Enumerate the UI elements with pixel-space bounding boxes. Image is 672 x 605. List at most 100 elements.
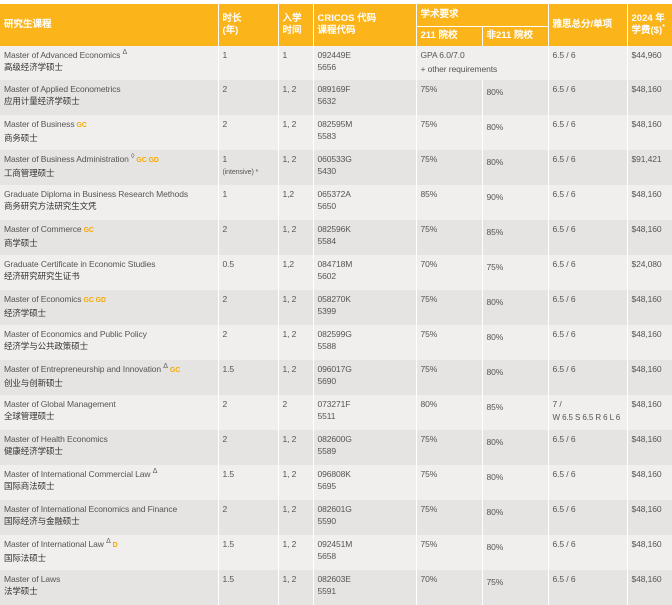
header-fee-note: * [662, 23, 665, 31]
req-211: 70% [416, 255, 483, 290]
ielts: 6.5 / 6 [552, 329, 576, 339]
program-name-cn: 商学硕士 [4, 238, 38, 248]
req-211: 75% [416, 500, 483, 535]
program-tags: GC [83, 227, 94, 234]
req-non211: 80% [482, 290, 549, 325]
req-non211: 80% [482, 115, 549, 150]
fee: $91,421 [627, 150, 672, 185]
fee: $48,160 [627, 220, 672, 255]
cricos-code: 065372A [317, 189, 351, 199]
ielts: 6.5 / 6 [552, 224, 576, 234]
req-non211-value: 80% [486, 472, 504, 482]
req-non211: 80% [482, 535, 549, 570]
duration-cell: 2 [218, 395, 279, 430]
duration: 1 [222, 189, 228, 199]
cricos-cell: 060533G 5430 [313, 150, 417, 185]
program-name-cn: 法学硕士 [4, 586, 38, 596]
req-non211: 80% [482, 500, 549, 535]
program-name-en: Master of International Economics and Fi… [4, 504, 178, 514]
table-row: Master of Business GC 商务硕士 2 1, 2 082595M 5… [0, 115, 672, 150]
intake: 1, 2 [278, 290, 314, 325]
cricos-code: 082600G [317, 434, 352, 444]
ielts-bands: W 6.5 S 6.5 R 6 L 6 [552, 413, 621, 422]
req-non211: 80% [482, 360, 549, 395]
fee: $48,160 [627, 535, 672, 570]
ielts-cell: 6.5 / 6 [548, 325, 628, 360]
cricos-cell: 082595M 5583 [313, 115, 417, 150]
cricos-cell: 096017G 5690 [313, 360, 417, 395]
duration: 1.5 [222, 574, 235, 584]
program-tags: GC [76, 122, 87, 129]
req-211: 70% [416, 570, 483, 605]
cricos-cell: 082601G 5590 [313, 500, 417, 535]
course-code: 5695 [317, 481, 337, 491]
req-non211-value: 80% [486, 157, 504, 167]
program-cell: Master of Entrepreneurship and Innovatio… [0, 360, 219, 395]
cricos-code: 092449E [317, 50, 351, 60]
table-row: Master of Laws 法学硕士 1.5 1, 2 082603E 5591 7… [0, 570, 672, 605]
program-name-cn: 国际法硕士 [4, 553, 47, 563]
cricos-code: 082596K [317, 224, 351, 234]
table-row: Graduate Certificate in Economic Studies… [0, 255, 672, 290]
course-code: 5590 [317, 516, 337, 526]
program-cell: Master of Health Economics 健康经济学硕士 [0, 430, 219, 465]
fee: $48,160 [627, 290, 672, 325]
req-non211: 90% [482, 185, 549, 220]
duration-cell: 2 [218, 325, 279, 360]
header-211: 211 院校 [416, 25, 483, 46]
ielts-cell: 6.5 / 6 [548, 220, 628, 255]
intake: 1, 2 [278, 220, 314, 255]
table-row: Master of International Law ΔD 国际法硕士 1.5 … [0, 535, 672, 570]
ielts-cell: 7 / W 6.5 S 6.5 R 6 L 6 [548, 395, 628, 430]
program-tags: GC GD [83, 297, 106, 304]
course-code: 5430 [317, 166, 337, 176]
req-non211: 80% [482, 80, 549, 115]
req-non211: 85% [482, 220, 549, 255]
req-non211-value: 90% [486, 192, 504, 202]
fee: $48,160 [627, 500, 672, 535]
cricos-cell: 082596K 5584 [313, 220, 417, 255]
duration-cell: 0.5 [218, 255, 279, 290]
req-non211-value: 80% [486, 367, 504, 377]
cricos-code: 082603E [317, 574, 351, 584]
program-cell: Master of Global Management 全球管理硕士 [0, 395, 219, 430]
fee: $48,160 [627, 80, 672, 115]
duration-cell: 2 [218, 115, 279, 150]
cricos-cell: 092449E 5656 [313, 46, 417, 80]
cricos-code: 096808K [317, 469, 351, 479]
ielts-cell: 6.5 / 6 [548, 570, 628, 605]
duration: 2 [222, 434, 228, 444]
duration-cell: 2 [218, 500, 279, 535]
ielts: 6.5 / 6 [552, 50, 576, 60]
req-non211-value: 80% [486, 332, 504, 342]
intake: 1,2 [278, 255, 314, 290]
program-name-en: Master of Economics [4, 294, 82, 304]
program-name-cn: 工商管理硕士 [4, 168, 55, 178]
course-code: 5650 [317, 201, 337, 211]
program-cell: Master of Economics GC GD 经济学硕士 [0, 290, 219, 325]
duration-cell: 1.5 [218, 360, 279, 395]
cricos-cell: 065372A 5650 [313, 185, 417, 220]
ielts-cell: 6.5 / 6 [548, 80, 628, 115]
program-name-en: Master of International Commercial Law [4, 469, 151, 479]
program-cell: Graduate Certificate in Economic Studies… [0, 255, 219, 290]
req-211: 80% [416, 395, 483, 430]
cricos-code: 082599G [317, 329, 352, 339]
academic-requirement: GPA 6.0/7.0 + other requirements [416, 46, 549, 80]
header-fee: 2024 年 学费($)* [627, 4, 672, 46]
course-code: 5656 [317, 62, 337, 72]
duration: 2 [222, 119, 228, 129]
intake: 1, 2 [278, 430, 314, 465]
program-name-cn: 应用计量经济学硕士 [4, 96, 80, 106]
course-code: 5632 [317, 96, 337, 106]
cricos-code: 092451M [317, 539, 353, 549]
ielts-cell: 6.5 / 6 [548, 255, 628, 290]
ielts-cell: 6.5 / 6 [548, 500, 628, 535]
intake: 1, 2 [278, 325, 314, 360]
ielts-cell: 6.5 / 6 [548, 150, 628, 185]
cricos-code: 082595M [317, 119, 353, 129]
req-non211-value: 80% [486, 122, 504, 132]
req-non211-value: 80% [486, 87, 504, 97]
req-non211: 80% [482, 430, 549, 465]
course-code: 5589 [317, 446, 337, 456]
